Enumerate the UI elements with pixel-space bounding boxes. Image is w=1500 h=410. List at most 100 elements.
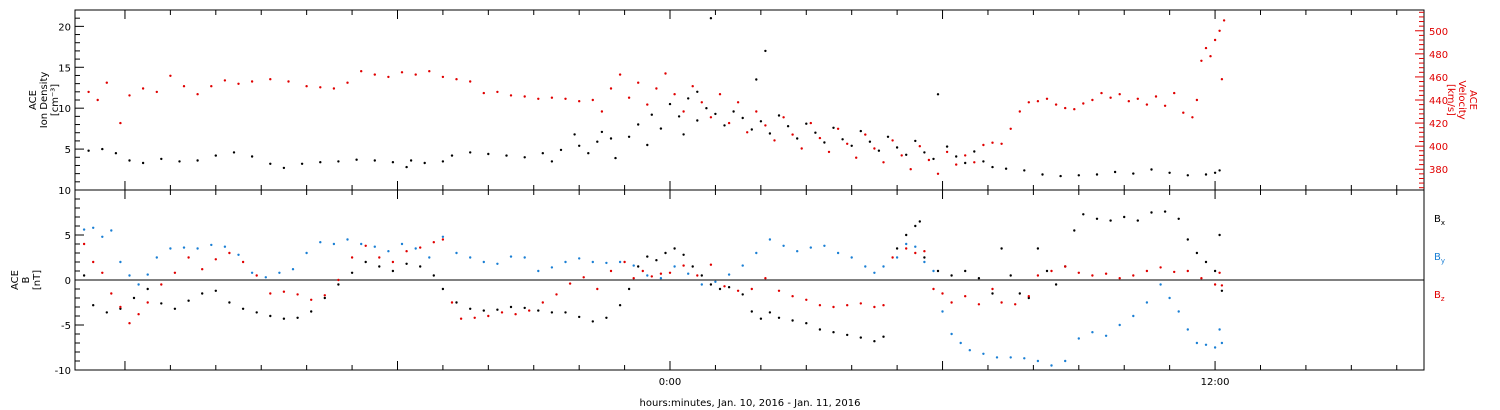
by-point: [618, 260, 622, 264]
velocity-point: [818, 136, 822, 140]
bz-point: [905, 247, 908, 250]
bz-point: [777, 289, 781, 292]
velocity-point: [891, 139, 894, 142]
by-point: [1009, 356, 1012, 359]
velocity-point: [827, 150, 831, 154]
ion-density-point: [705, 107, 708, 110]
bx-point: [673, 247, 676, 250]
bz-point: [337, 278, 340, 282]
bz-point: [873, 305, 876, 309]
ion-density-point: [741, 116, 744, 120]
velocity-point: [223, 79, 227, 82]
velocity-point: [455, 78, 458, 81]
ion-density-point: [777, 114, 781, 117]
bx-point: [682, 253, 685, 256]
velocity-point: [1118, 93, 1121, 96]
legend-subscript: y: [1441, 257, 1445, 265]
bx-point: [214, 289, 217, 292]
ion-density-point: [637, 123, 640, 126]
bz-point: [659, 272, 663, 275]
ion-density-point: [250, 155, 254, 158]
bx-point: [591, 320, 594, 323]
velocity-point: [1100, 91, 1103, 95]
bx-point: [718, 287, 722, 291]
bz-point: [350, 256, 354, 259]
velocity-point: [709, 116, 713, 119]
bx-point: [310, 310, 313, 313]
velocity-point: [846, 142, 849, 145]
velocity-point: [346, 81, 349, 84]
ion-density-point: [214, 154, 217, 157]
top-right-axis-label: ACE Velocity [km/s]: [1445, 80, 1478, 119]
ion-density-point: [687, 97, 690, 100]
bz-point: [378, 256, 381, 259]
velocity-point: [1109, 96, 1112, 99]
ion-density-point: [859, 129, 862, 133]
bx-point: [750, 310, 753, 313]
velocity-point: [864, 133, 867, 136]
ion-density-point: [796, 137, 799, 140]
bx-point: [768, 311, 772, 314]
ion-density-point: [559, 148, 563, 152]
bz-point: [405, 250, 408, 253]
velocity-point: [360, 70, 363, 73]
bottom-y-tick-label: 0: [65, 276, 71, 287]
velocity-point: [87, 90, 90, 94]
bx-point: [1123, 215, 1126, 219]
bx-point: [627, 287, 631, 291]
bz-point: [623, 260, 626, 264]
bz-point: [696, 274, 699, 277]
top-right-tick-label: 400: [1429, 142, 1448, 153]
bottom-axis-label-line1: ACE: [10, 270, 21, 290]
bz-point: [1200, 277, 1203, 280]
bz-point: [487, 314, 490, 318]
ion-density-point: [759, 120, 763, 123]
ion-density-point: [373, 159, 376, 162]
by-point: [591, 260, 594, 264]
bz-point: [541, 301, 544, 304]
by-point: [1218, 328, 1221, 331]
top-left-tick-label: 5: [65, 145, 71, 156]
ion-density-series: [87, 17, 1221, 178]
by-series: [82, 226, 1224, 367]
bx-point: [201, 292, 204, 295]
by-point: [1036, 359, 1040, 363]
ion-density-point: [764, 49, 767, 53]
bx-point: [1045, 269, 1049, 273]
bz-point: [459, 317, 463, 320]
by-point: [932, 269, 935, 273]
velocity-point: [1064, 106, 1067, 110]
velocity-point: [927, 158, 931, 162]
bx-point: [991, 292, 994, 295]
by-point: [1195, 341, 1199, 345]
ion-density-point: [850, 144, 853, 147]
ion-density-point: [409, 159, 413, 162]
velocity-point: [250, 80, 254, 83]
velocity-point: [1027, 101, 1031, 104]
top-right-axis-label-line2: Velocity: [1456, 80, 1467, 119]
ion-density-point: [696, 119, 699, 122]
velocity-point: [882, 161, 885, 164]
velocity-point: [836, 127, 840, 130]
velocity-point: [1045, 97, 1049, 101]
bx-point: [655, 259, 658, 262]
velocity-point: [196, 93, 199, 96]
ion-density-point: [587, 152, 590, 155]
bx-point: [1163, 210, 1167, 213]
bz-point: [750, 287, 753, 291]
velocity-point: [414, 73, 417, 76]
bx-point: [1036, 247, 1040, 250]
by-point: [1204, 343, 1208, 346]
bz-point: [282, 290, 286, 293]
velocity-point: [119, 121, 122, 125]
ion-density-point: [714, 112, 717, 116]
velocity-point: [1222, 19, 1226, 22]
by-point: [782, 244, 785, 247]
bx-point: [378, 265, 381, 268]
top-left-axis-label-line2: Ion Density: [39, 72, 50, 129]
bx-point: [1213, 269, 1217, 273]
bz-point: [1145, 269, 1149, 273]
by-point: [1168, 296, 1171, 300]
by-point: [809, 246, 812, 249]
by-point: [968, 349, 971, 352]
